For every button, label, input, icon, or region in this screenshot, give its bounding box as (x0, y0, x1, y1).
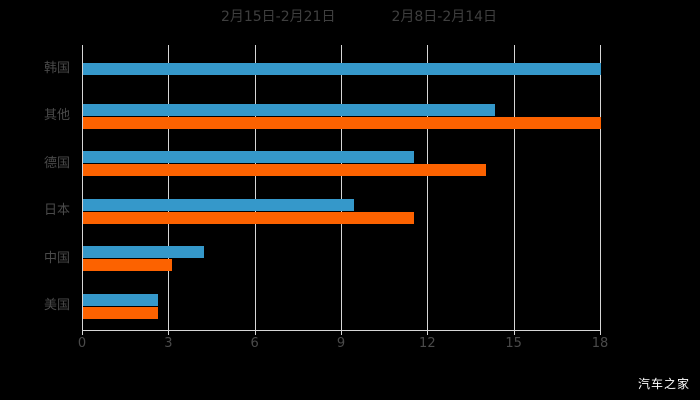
legend-label-series-2: 2月8日-2月14日 (391, 9, 498, 25)
bar-德国-series-1[interactable] (83, 151, 414, 164)
bar-中国-series-2[interactable] (83, 259, 173, 272)
y-axis-label-0: 韩国 (43, 60, 70, 76)
bar-美国-series-2[interactable] (83, 306, 158, 319)
y-axis-label-5: 美国 (43, 298, 70, 314)
tick-mark-18 (600, 330, 601, 335)
bar-日本-series-2[interactable] (83, 211, 414, 224)
legend-label-series-1: 2月15日-2月21日 (220, 9, 336, 25)
bar-美国-series-1[interactable] (83, 293, 158, 306)
legend-item-series-1[interactable]: 2月15日-2月21日 (203, 10, 336, 24)
tick-mark-9 (341, 330, 342, 335)
gridline-12 (427, 45, 429, 330)
x-tick-label-15: 15 (505, 336, 522, 351)
tick-mark-0 (82, 330, 83, 335)
bar-其他-series-2[interactable] (83, 116, 601, 129)
tick-mark-15 (513, 330, 515, 335)
x-tick-label-12: 12 (419, 336, 436, 351)
x-tick-label-9: 9 (336, 336, 346, 351)
x-tick-label-0: 0 (77, 336, 87, 351)
bar-韩国-series-1[interactable] (83, 62, 601, 75)
y-axis-labels: 韩国 其他 德国 日本 中国 美国 (0, 45, 82, 330)
gridline-6 (254, 45, 256, 330)
y-axis-label-1: 其他 (43, 108, 70, 124)
gridline-9 (341, 45, 342, 330)
bar-中国-series-1[interactable] (83, 246, 204, 259)
bar-德国-series-2[interactable] (83, 164, 486, 177)
x-tick-label-3: 3 (164, 336, 173, 351)
legend-item-series-2[interactable]: 2月8日-2月14日 (373, 10, 497, 24)
gridline-0 (82, 45, 83, 330)
circle-marker-icon (203, 12, 214, 23)
x-tick-label-18: 18 (591, 336, 609, 351)
square-marker-icon (373, 12, 384, 23)
y-axis-label-4: 中国 (43, 250, 70, 266)
bar-其他-series-1[interactable] (83, 103, 495, 116)
bar-日本-series-1[interactable] (83, 198, 354, 211)
gridline-18 (600, 45, 601, 330)
gridline-3 (168, 45, 170, 330)
gridline-15 (513, 45, 515, 330)
y-axis-label-2: 德国 (43, 155, 70, 171)
chart-legend: 2月15日-2月21日 2月8日-2月14日 (0, 5, 700, 29)
plot-area (82, 45, 601, 330)
tick-mark-12 (427, 330, 429, 335)
tick-mark-3 (168, 330, 170, 335)
tick-mark-6 (254, 330, 256, 335)
watermark: 汽车之家 (637, 377, 690, 391)
x-tick-label-6: 6 (250, 336, 259, 351)
y-axis-label-3: 日本 (43, 203, 70, 219)
